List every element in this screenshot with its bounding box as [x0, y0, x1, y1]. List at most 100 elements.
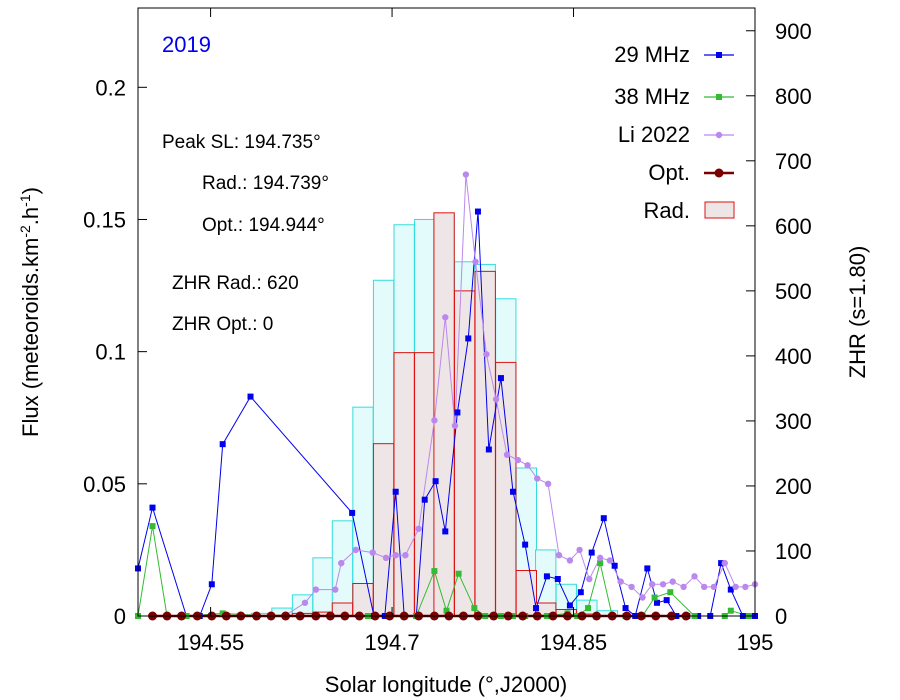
rad-bar [433, 212, 455, 617]
y-right-tick-label: 200 [775, 474, 812, 499]
series-point-29mhz [219, 441, 226, 448]
series-point-38mhz [149, 523, 156, 530]
chart-title: 2019 [162, 32, 211, 57]
series-point-29mhz [149, 504, 156, 511]
series-point-29mhz [465, 335, 472, 342]
legend: 29 MHz 38 MHz Li 2022 Opt. Rad. [614, 42, 735, 223]
y-axis-label-right: ZHR (s=1.80) [845, 246, 870, 379]
x-tick-label: 195 [737, 630, 774, 655]
y-label-part-1: Flux (meteoroids.km [18, 238, 43, 437]
y-axis-label-left: Flux (meteoroids.km-2.h-1) [17, 187, 43, 437]
series-point-li2022 [596, 554, 604, 562]
series-point-29mhz [247, 393, 254, 400]
series-point-li2022 [700, 583, 708, 591]
y-label-sup-1: -2 [17, 225, 33, 238]
legend-label-opt: Opt. [648, 160, 690, 185]
legend-swatch-rad [704, 201, 735, 219]
series-point-29mhz [644, 565, 651, 572]
series-point-29mhz [727, 586, 734, 593]
series-point-29mhz [622, 605, 629, 612]
legend-marker-29mhz [716, 52, 722, 58]
series-point-li2022 [382, 554, 390, 562]
annotation-rad: Rad.: 194.739° [202, 173, 329, 194]
series-point-38mhz [597, 560, 604, 567]
series-point-29mhz [554, 575, 561, 582]
series-point-li2022 [691, 573, 698, 580]
legend-label-38mhz: 38 MHz [614, 84, 690, 109]
series-point-38mhz [667, 589, 674, 596]
series-point-li2022 [732, 583, 739, 591]
series-point-li2022 [503, 451, 511, 458]
series-point-li2022 [331, 586, 339, 593]
y-right-tick-label: 700 [775, 149, 812, 174]
series-point-li2022 [710, 583, 718, 591]
series-point-li2022 [301, 599, 309, 606]
series-point-li2022 [402, 552, 409, 559]
y-left-tick-label: 0.05 [83, 472, 126, 497]
series-point-29mhz [566, 602, 573, 609]
series-point-li2022 [369, 549, 376, 556]
series-point-29mhz [432, 478, 439, 485]
legend-label-rad: Rad. [644, 198, 690, 223]
series-point-29mhz [442, 528, 449, 535]
series-point-29mhz [588, 549, 595, 556]
series-point-li2022 [451, 422, 459, 429]
series-point-29mhz [510, 488, 517, 495]
series-point-29mhz [533, 605, 540, 612]
y-right-tick-label: 0 [775, 604, 787, 629]
series-point-29mhz [600, 515, 607, 522]
annotation-peak-sl: Peak SL: 194.735° [162, 132, 321, 153]
y-right-tick-label: 900 [775, 19, 812, 44]
y-right-tick-label: 600 [775, 214, 812, 239]
series-point-29mhz [718, 560, 725, 567]
y-label-part-2: .h [18, 207, 43, 225]
series-point-li2022 [617, 578, 624, 585]
series-point-29mhz [577, 589, 584, 596]
annotation-zhr-opt: ZHR Opt.: 0 [172, 314, 273, 335]
series-point-li2022 [648, 581, 656, 588]
series-point-li2022 [492, 396, 500, 403]
series-point-li2022 [659, 581, 667, 588]
series-point-li2022 [514, 456, 522, 464]
rad-bar [453, 290, 476, 617]
series-point-li2022 [312, 586, 320, 593]
legend-marker-opt [714, 168, 724, 178]
series-point-li2022 [544, 480, 552, 488]
x-tick-label: 194.85 [540, 630, 607, 655]
series-point-38mhz [727, 607, 734, 614]
series-point-29mhz [522, 541, 529, 548]
series-point-li2022 [576, 546, 583, 554]
annotation-zhr-rad: ZHR Rad.: 620 [172, 273, 299, 294]
series-point-29mhz [611, 562, 618, 569]
series-point-li2022 [721, 559, 728, 567]
y-label-part-3: ) [18, 187, 43, 194]
series-point-li2022 [534, 475, 541, 482]
plot-frame [137, 7, 756, 617]
rad-bar [393, 352, 415, 617]
x-tick-label: 194.7 [365, 630, 420, 655]
annotation-opt: Opt.: 194.944° [202, 215, 325, 236]
series-point-li2022 [472, 258, 479, 265]
series-point-29mhz [497, 375, 504, 382]
cyan-bar [331, 520, 354, 617]
series-point-29mhz [392, 488, 399, 495]
series-point-li2022 [392, 552, 399, 559]
series-point-li2022 [442, 314, 449, 321]
annotations: Peak SL: 194.735° Rad.: 194.739° Opt.: 1… [162, 132, 329, 335]
series-point-li2022 [628, 583, 635, 591]
y-right-tick-label: 400 [775, 344, 812, 369]
series-point-li2022 [338, 559, 345, 567]
series-point-38mhz [443, 607, 450, 614]
series-point-li2022 [462, 171, 470, 178]
y-left-tick-label: 0.2 [95, 75, 126, 100]
series-point-li2022 [555, 552, 563, 559]
series-point-29mhz [474, 208, 481, 215]
series-point-38mhz [651, 594, 658, 601]
series-point-29mhz [421, 496, 428, 503]
x-tick-label: 194.55 [177, 630, 244, 655]
series-point-29mhz [543, 573, 550, 580]
y-left-tick-label: 0 [114, 604, 126, 629]
legend-marker-38mhz [716, 94, 722, 100]
legend-label-li2022: Li 2022 [618, 122, 690, 147]
